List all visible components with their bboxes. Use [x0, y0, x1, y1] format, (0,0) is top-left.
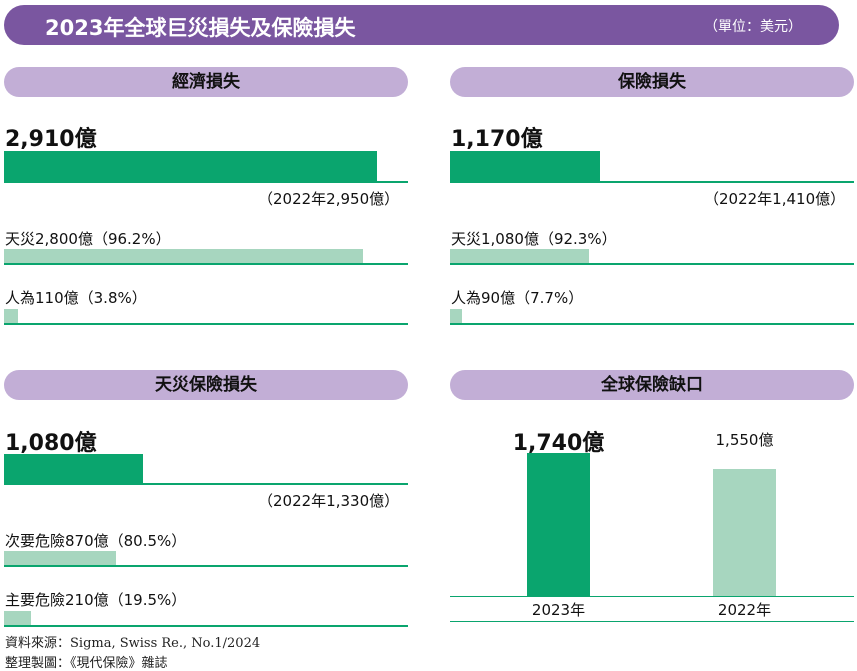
insured-manmade-bar — [450, 309, 462, 324]
economic-natural-bar — [4, 249, 363, 264]
chart-title: 2023年全球巨災損失及保險損失 — [45, 16, 356, 40]
natcat-total-label: 1,080億 — [5, 431, 97, 456]
gap-2023-bar — [527, 453, 590, 596]
source-note: 資料來源：Sigma, Swiss Re., No.1/2024 — [5, 636, 261, 651]
economic-manmade-baseline — [4, 323, 408, 325]
natcat-primary-baseline — [4, 625, 408, 627]
gap-2022-category-label: 2022年 — [717, 601, 772, 619]
economic-prev-year-label: （2022年2,950億） — [258, 190, 400, 208]
title-banner — [4, 5, 839, 45]
panel-title-insured: 保險損失 — [450, 67, 854, 97]
gap-bottom-rule — [450, 621, 854, 622]
natcat-prev-year-label: （2022年1,330億） — [258, 492, 400, 510]
insured-total-baseline — [450, 181, 854, 183]
insured-total-label: 1,170億 — [451, 127, 543, 152]
natcat-total-bar — [4, 454, 143, 484]
natcat-total-baseline — [4, 483, 408, 485]
economic-total-bar — [4, 151, 377, 181]
economic-total-baseline — [4, 181, 408, 183]
gap-2022-value-label: 1,550億 — [715, 431, 774, 449]
insured-total-bar — [450, 151, 600, 181]
natcat-primary-bar — [4, 611, 31, 626]
insured-natural-baseline — [450, 263, 854, 265]
natcat-secondary-bar — [4, 551, 116, 566]
panel-title-economic: 經濟損失 — [4, 67, 408, 97]
made-by-note: 整理製圖：《現代保險》雜誌 — [5, 656, 168, 671]
insured-natural-label: 天災1,080億（92.3%） — [451, 230, 617, 248]
insured-manmade-label: 人為90億（7.7%） — [451, 289, 584, 307]
insured-manmade-baseline — [450, 323, 854, 325]
natcat-primary-label: 主要危險210億（19.5%） — [5, 591, 187, 609]
gap-2022-bar — [713, 469, 776, 596]
insured-natural-bar — [450, 249, 589, 264]
gap-2023-category-label: 2023年 — [531, 601, 586, 619]
gap-2023-value-label: 1,740億 — [512, 431, 605, 456]
panel-title-protection-gap: 全球保險缺口 — [450, 370, 854, 400]
natcat-secondary-label: 次要危險870億（80.5%） — [5, 532, 187, 550]
economic-manmade-bar — [4, 309, 18, 324]
economic-total-label: 2,910億 — [5, 127, 97, 152]
economic-manmade-label: 人為110億（3.8%） — [5, 289, 147, 307]
gap-axis-baseline — [450, 596, 854, 597]
unit-label: （單位：美元） — [704, 19, 802, 35]
panel-title-natcat-insured: 天災保險損失 — [4, 370, 408, 400]
insured-prev-year-label: （2022年1,410億） — [704, 190, 846, 208]
natcat-secondary-baseline — [4, 565, 408, 567]
economic-natural-baseline — [4, 263, 408, 265]
economic-natural-label: 天災2,800億（96.2%） — [5, 230, 171, 248]
